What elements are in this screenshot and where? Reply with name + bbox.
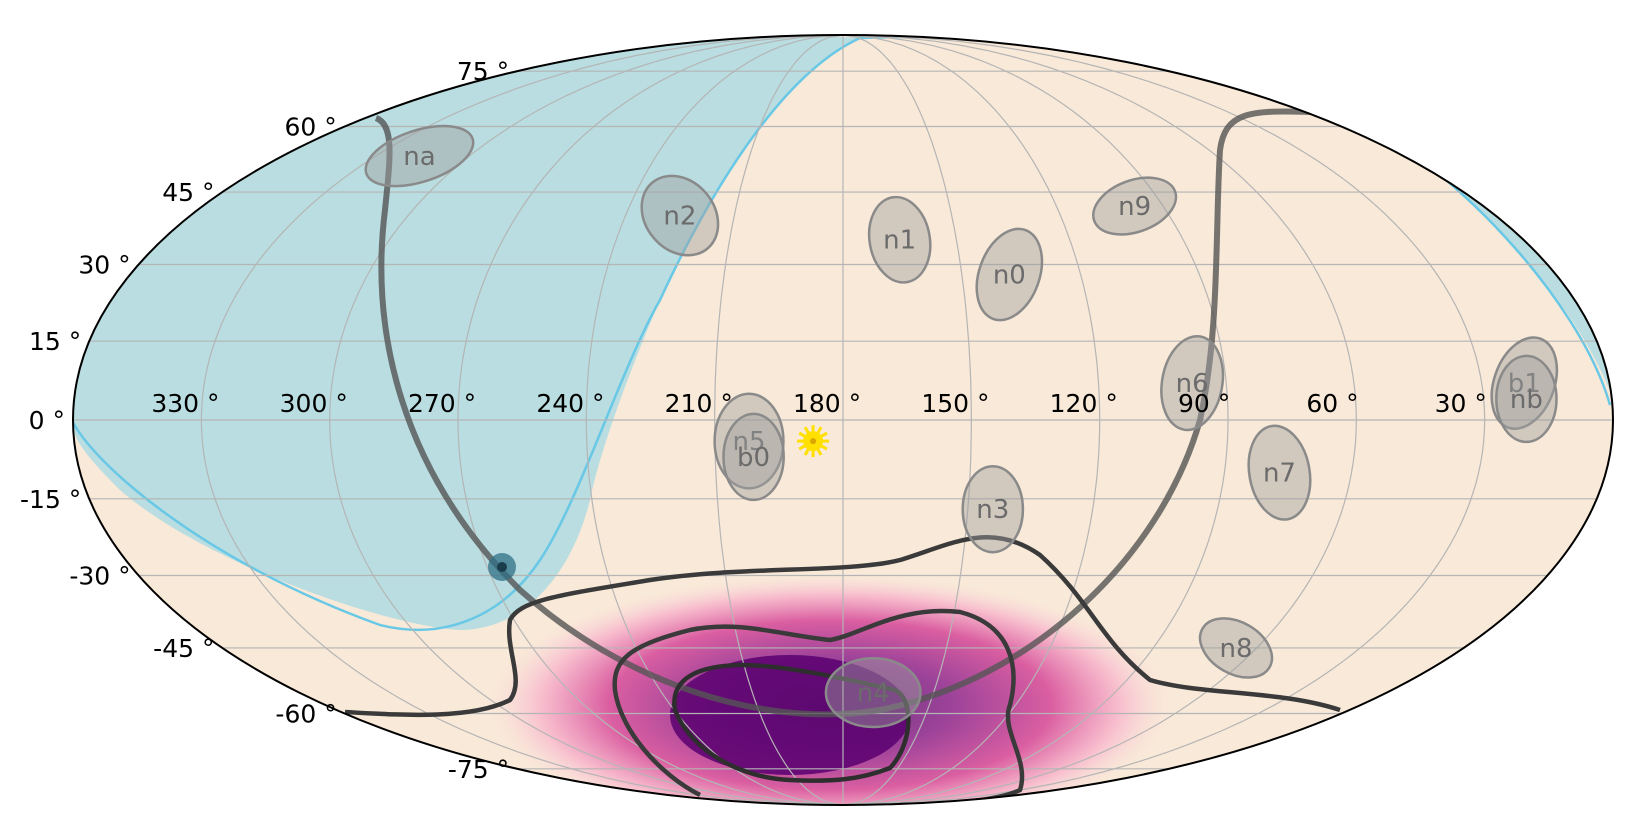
detector-label: n6 [1176, 369, 1209, 399]
longitude-tick-label: 210 ° [665, 389, 733, 418]
detector-footprint [1092, 176, 1178, 236]
detector-label: nb [1510, 385, 1543, 415]
longitude-gridline [329, 35, 844, 805]
detector-footprint [975, 227, 1044, 322]
latitude-tick-label: 15 ° [29, 327, 81, 356]
detector-n1: n1 [867, 195, 932, 284]
latitude-tick-label: -45 ° [153, 634, 214, 663]
latitude-tick-label: -30 ° [69, 562, 130, 591]
longitude-tick-label: 120 ° [1050, 389, 1118, 418]
sky-boundary [72, 34, 1614, 806]
contour-68 [612, 608, 1025, 805]
detector-label: n2 [663, 202, 696, 232]
detector-n2: n2 [640, 174, 720, 257]
latitude-tick-label: 45 ° [162, 178, 214, 207]
detector-n8: n8 [1198, 617, 1274, 679]
longitude-gridline [842, 35, 1486, 805]
detector-n4: n4 [824, 656, 922, 729]
detector-footprint [1247, 424, 1312, 521]
latitude-tick-label: 30 ° [78, 250, 130, 279]
longitude-tick-label: 270 ° [408, 389, 476, 418]
detector-footprint [640, 174, 720, 257]
detector-footprint [961, 464, 1025, 554]
longitude-tick-label: 330 ° [151, 389, 219, 418]
detector-label: n9 [1118, 192, 1151, 222]
earth-occultation-region [73, 35, 860, 630]
latitude-tick-label: -60 ° [275, 700, 336, 729]
sun-center [810, 438, 817, 445]
detector-n0: n0 [975, 227, 1044, 322]
contour-50 [672, 662, 911, 783]
longitude-gridline [842, 35, 972, 805]
detector-label: n0 [993, 261, 1026, 291]
detector-n9: n9 [1092, 176, 1178, 236]
contour-90 [344, 535, 1341, 718]
longitude-gridline [842, 35, 1229, 805]
detector-label: n7 [1263, 459, 1296, 489]
detector-label: b0 [737, 443, 770, 473]
latitude-labels: 75 ° 60 ° 45 ° 30 ° 15 ° 0 ° -15 ° -30 ° -45 ° -6… [20, 57, 509, 784]
latitude-tick-label: 75 ° [457, 57, 509, 86]
detector-label: n5 [733, 427, 766, 457]
detector-footprint [722, 412, 785, 502]
detector-nb: nb [1495, 354, 1558, 444]
longitude-tick-label: 60 ° [1306, 389, 1358, 418]
longitude-tick-label: 30 ° [1435, 389, 1487, 418]
longitude-tick-label: 150 ° [921, 389, 989, 418]
detector-label: n8 [1219, 634, 1252, 664]
longitude-gridline [457, 35, 844, 805]
sun-icon [797, 425, 830, 458]
longitude-tick-label: 90 ° [1178, 389, 1230, 418]
detector-footprint [824, 656, 922, 729]
longitude-tick-label: 240 ° [536, 389, 604, 418]
detector-na: na [364, 124, 475, 188]
detector-n7: n7 [1247, 424, 1312, 521]
longitude-gridline [714, 35, 844, 805]
longitude-tick-label: 300 ° [280, 389, 348, 418]
detector-footprint [1495, 354, 1558, 444]
longitude-labels: 330 ° 300 ° 270 ° 240 ° 210 ° 180 ° 150 ° 120 °… [151, 389, 1487, 418]
detector-n6: n6 [1160, 334, 1225, 432]
latitude-tick-label: 60 ° [284, 112, 336, 141]
latitude-tick-label: -75 ° [448, 755, 509, 784]
detector-label: n4 [857, 679, 890, 709]
galactic-plane [374, 108, 1522, 718]
latitude-tick-label: 0 ° [29, 406, 65, 435]
detector-b0: b0 [722, 412, 785, 502]
detector-footprint [1198, 617, 1274, 679]
detector-n3: n3 [961, 464, 1025, 554]
source-marker [488, 553, 516, 581]
detector-footprint [364, 124, 475, 188]
detector-label: b1 [1508, 369, 1541, 399]
detector-label: n1 [883, 226, 916, 256]
detector-footprint [867, 195, 932, 284]
detector-label: na [403, 142, 435, 172]
longitude-tick-label: 180 ° [793, 389, 861, 418]
detector-footprint [1160, 334, 1225, 432]
latitude-tick-label: -15 ° [20, 485, 81, 514]
longitude-gridline [842, 35, 1357, 805]
detector-label: n3 [976, 495, 1009, 525]
